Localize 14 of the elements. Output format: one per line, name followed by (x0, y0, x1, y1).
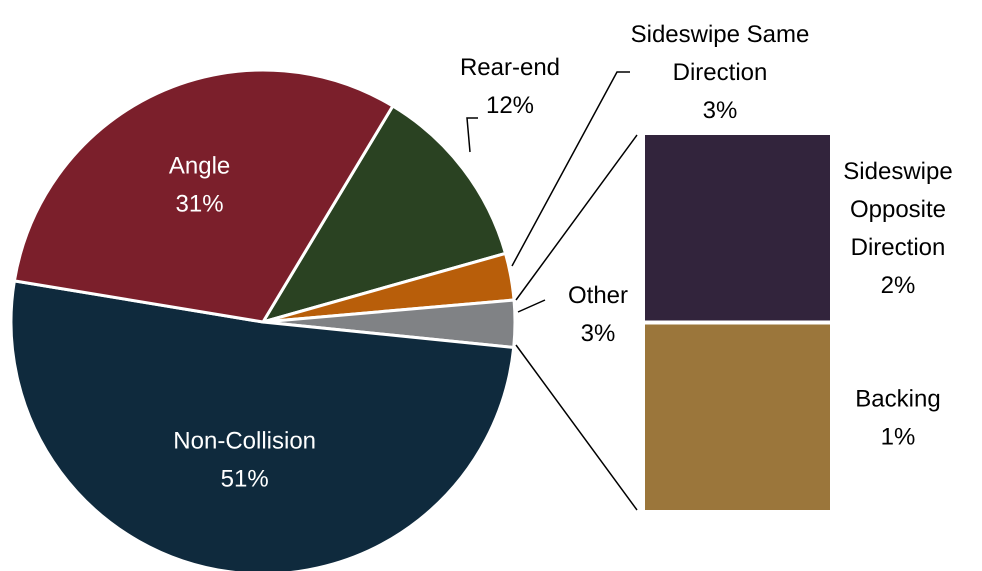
data-label: 31% (176, 190, 224, 218)
data-label: 12% (486, 92, 534, 119)
data-label: 3% (580, 320, 616, 347)
slice-label: Angle (168, 152, 230, 180)
slice-label: Non-Collision (173, 427, 316, 454)
category-label: Sideswipe Opposite Direction (843, 158, 953, 261)
category-label: Backing (855, 385, 941, 412)
data-label: 2% (880, 272, 916, 299)
slice-label: Rear-end (460, 54, 560, 81)
data-label: 1% (880, 423, 916, 450)
slice-label: Other (568, 282, 628, 309)
slice-label: Sideswipe Same Direction (630, 21, 810, 86)
data-label: 51% (220, 465, 269, 492)
data-label: 3% (702, 97, 738, 124)
